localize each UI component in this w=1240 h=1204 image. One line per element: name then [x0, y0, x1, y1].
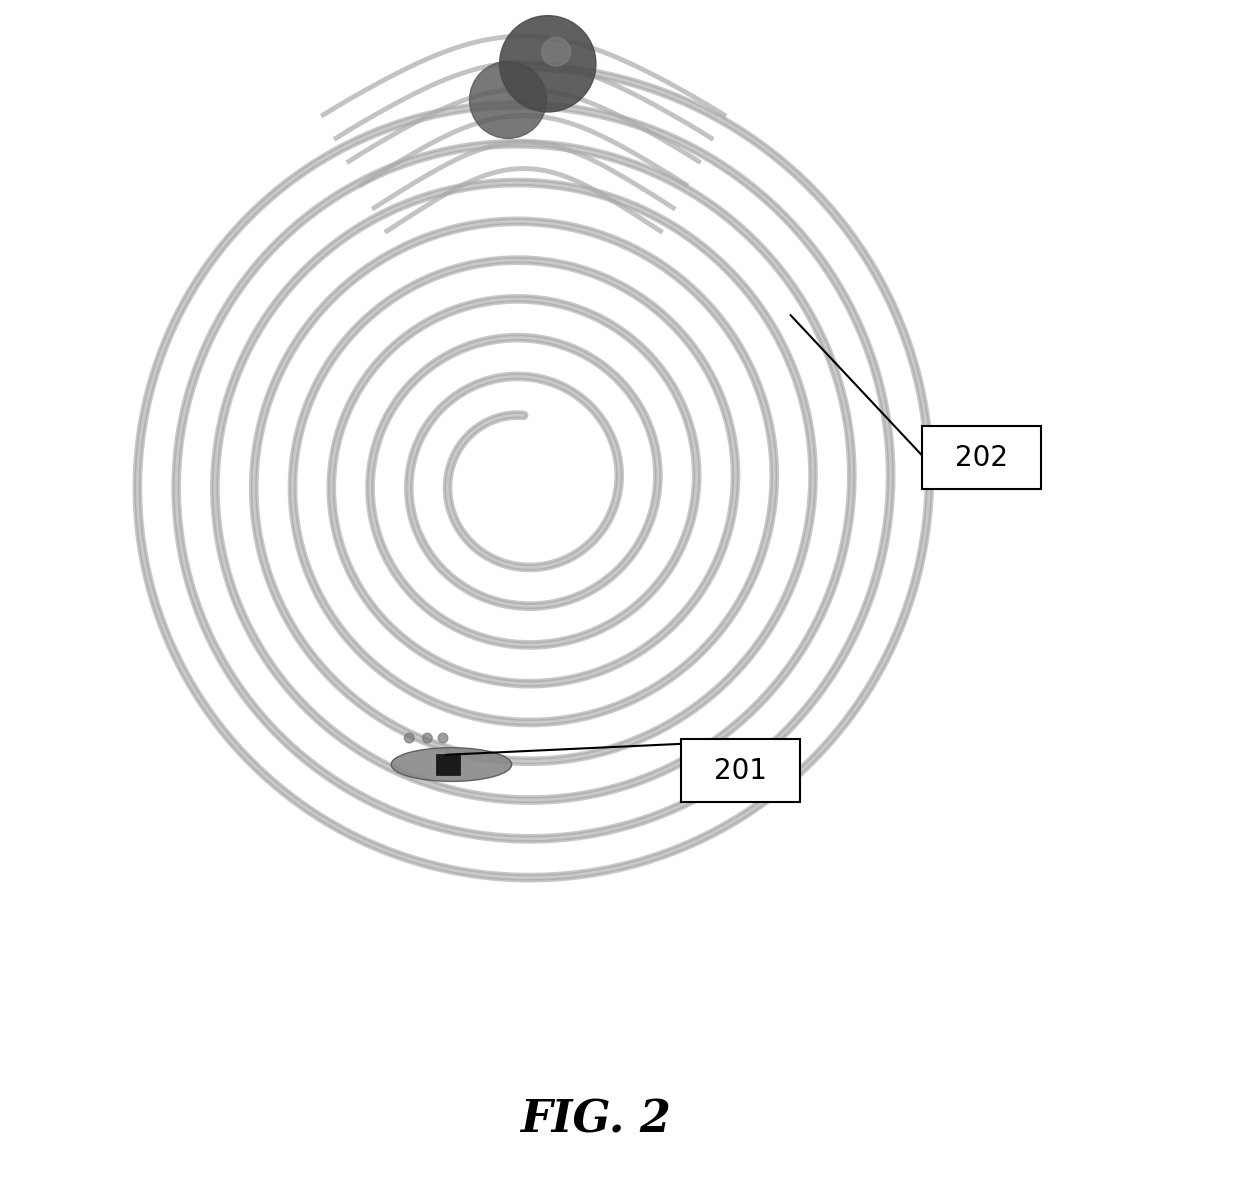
Circle shape — [500, 16, 596, 112]
Circle shape — [423, 733, 433, 743]
Circle shape — [542, 37, 570, 66]
Text: FIG. 2: FIG. 2 — [521, 1098, 671, 1141]
FancyBboxPatch shape — [681, 739, 800, 802]
FancyBboxPatch shape — [921, 426, 1040, 489]
Text: 202: 202 — [955, 443, 1008, 472]
Circle shape — [438, 733, 448, 743]
Text: 201: 201 — [714, 756, 766, 785]
Circle shape — [404, 733, 414, 743]
Ellipse shape — [392, 748, 512, 781]
Bar — [435, 754, 460, 775]
Circle shape — [470, 61, 547, 138]
